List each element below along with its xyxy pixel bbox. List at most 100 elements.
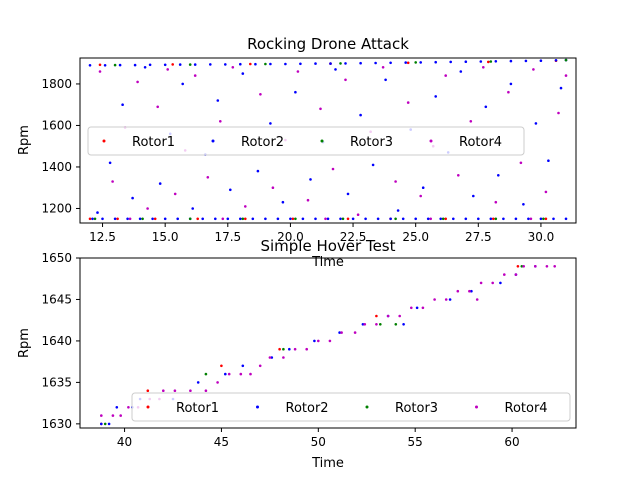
- legend-marker: [365, 405, 369, 409]
- data-point: [163, 217, 167, 221]
- data-point: [96, 211, 99, 214]
- data-point: [115, 406, 119, 409]
- data-point: [361, 323, 365, 326]
- legend: Rotor1 Rotor2 Rotor3 Rotor4: [131, 392, 571, 422]
- data-point: [499, 281, 502, 285]
- axis-ticks: 40 45 50 55 60 1630 1635 1640 1645 1650: [41, 251, 519, 449]
- data-point: [258, 364, 262, 368]
- data-point: [468, 289, 471, 293]
- legend-marker: [475, 405, 478, 409]
- data-point: [146, 389, 150, 393]
- data-point: [394, 180, 397, 183]
- data-point: [489, 60, 493, 63]
- data-point: [464, 60, 468, 63]
- data-point: [524, 59, 528, 63]
- data-point: [314, 217, 317, 221]
- data-point: [379, 323, 382, 326]
- data-point: [319, 107, 322, 111]
- data-point: [459, 70, 463, 73]
- data-point: [128, 217, 132, 221]
- data-point: [346, 192, 350, 196]
- data-point: [271, 186, 275, 189]
- data-point: [103, 64, 107, 67]
- data-point: [231, 66, 235, 69]
- data-point: [534, 122, 538, 125]
- simple-hover-test-panel: Simple Hover Test 40 45 50 55 60 1630 1635 1640…: [17, 237, 577, 471]
- data-point: [394, 323, 398, 326]
- data-point: [309, 178, 312, 181]
- data-point: [426, 217, 430, 221]
- data-point: [178, 63, 182, 66]
- data-point: [196, 217, 199, 221]
- legend-marker: [102, 139, 106, 143]
- x-tick-label: 20.0: [277, 230, 304, 244]
- data-point: [344, 62, 347, 65]
- legend-marker: [146, 405, 150, 409]
- data-point: [121, 103, 124, 106]
- data-point: [98, 70, 102, 73]
- data-point: [296, 70, 300, 73]
- data-point: [289, 217, 292, 221]
- data-point: [479, 281, 483, 285]
- data-point: [269, 62, 272, 66]
- data-point: [249, 372, 252, 376]
- data-point: [429, 217, 433, 221]
- data-point: [494, 60, 498, 63]
- data-point: [444, 74, 448, 77]
- data-point: [239, 62, 242, 66]
- data-point: [100, 414, 103, 417]
- data-point: [301, 217, 305, 221]
- y-tick-label: 1800: [41, 77, 72, 91]
- data-point: [334, 68, 337, 71]
- data-point: [214, 217, 217, 221]
- legend: Rotor1 Rotor2 Rotor3 Rotor4: [87, 126, 525, 156]
- data-point: [143, 66, 147, 69]
- data-point: [503, 273, 506, 276]
- data-point: [470, 289, 473, 293]
- legend-label: Rotor2: [241, 135, 284, 150]
- x-tick-label: 55: [408, 435, 423, 449]
- data-point: [151, 217, 154, 221]
- data-point: [421, 306, 425, 310]
- data-point: [479, 60, 483, 63]
- data-point: [398, 314, 402, 318]
- data-point: [545, 265, 549, 268]
- data-point: [254, 62, 257, 66]
- legend-marker: [320, 139, 324, 143]
- data-point: [201, 217, 204, 221]
- data-point: [193, 74, 197, 77]
- data-point: [331, 167, 335, 171]
- data-point: [527, 217, 530, 221]
- data-point: [294, 90, 297, 94]
- data-point: [439, 217, 443, 221]
- data-point: [364, 217, 367, 221]
- data-point: [419, 61, 423, 64]
- legend-marker: [429, 139, 433, 143]
- data-point: [229, 188, 232, 192]
- data-point: [158, 182, 162, 185]
- data-point: [475, 298, 479, 301]
- data-point: [127, 406, 130, 409]
- chart-title: Rocking Drone Attack: [247, 35, 409, 53]
- data-point: [108, 161, 112, 165]
- data-point: [291, 217, 295, 221]
- data-point: [341, 217, 345, 221]
- data-point: [100, 422, 103, 426]
- data-point: [351, 217, 355, 221]
- data-point: [414, 61, 418, 64]
- data-point: [477, 217, 480, 221]
- data-point: [239, 217, 242, 221]
- y-tick-label: 1600: [41, 118, 72, 132]
- data-point: [188, 63, 192, 66]
- data-point: [509, 82, 513, 86]
- data-point: [489, 217, 493, 221]
- chart-title: Simple Hover Test: [260, 237, 395, 255]
- data-point: [559, 86, 563, 90]
- data-point: [509, 59, 513, 63]
- data-point: [434, 95, 438, 98]
- y-axis-label: Rpm: [17, 125, 32, 155]
- y-tick-label: 1400: [41, 160, 72, 174]
- data-point: [126, 217, 129, 221]
- plot-area-frame: [79, 57, 577, 224]
- data-point: [472, 194, 475, 198]
